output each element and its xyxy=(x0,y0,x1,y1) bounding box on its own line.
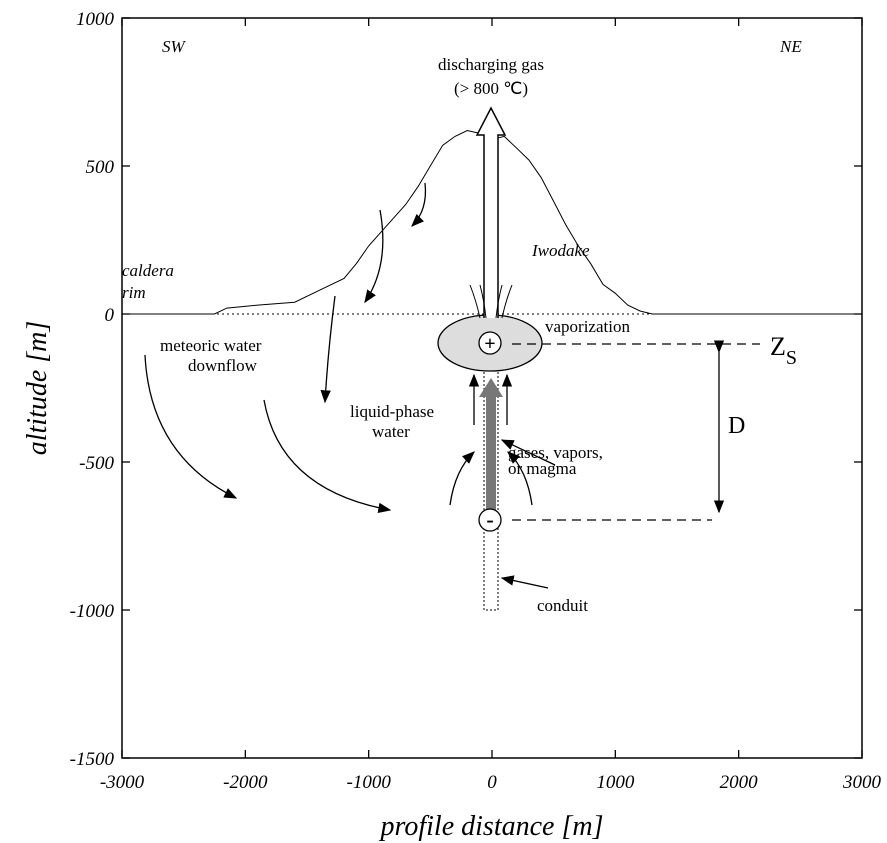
y-axis-label: altitude [m] xyxy=(22,321,53,456)
label: liquid-phase xyxy=(350,402,434,421)
label: - xyxy=(486,507,493,532)
x-tick-label: 1000 xyxy=(596,772,635,793)
label: or magma xyxy=(508,459,577,478)
label: gases, vapors, xyxy=(508,443,603,462)
x-tick-label: -1000 xyxy=(347,772,392,793)
label: NE xyxy=(779,37,802,56)
label: vaporization xyxy=(545,317,630,336)
y-tick-label: 500 xyxy=(86,157,115,178)
x-tick-label: -2000 xyxy=(223,772,268,793)
label: meteoric water xyxy=(160,336,262,355)
label: discharging gas xyxy=(438,55,544,74)
x-tick-label: 0 xyxy=(487,772,497,793)
y-tick-label: -1000 xyxy=(70,601,115,622)
label: rim xyxy=(122,283,146,302)
x-tick-label: 2000 xyxy=(720,772,759,793)
label: water xyxy=(372,422,410,441)
label: Z xyxy=(770,332,786,361)
label: (> 800 ℃) xyxy=(454,79,528,98)
label: SW xyxy=(162,37,187,56)
label: S xyxy=(786,347,797,369)
y-tick-label: -500 xyxy=(79,453,114,474)
x-axis-label: profile distance [m] xyxy=(379,811,604,842)
label: + xyxy=(484,333,495,355)
label: Iwodake xyxy=(531,241,590,260)
x-tick-label: -3000 xyxy=(100,772,145,793)
topography-line xyxy=(122,129,862,315)
annotations: SW NE discharging gas (> 800 ℃) Iwodake … xyxy=(22,37,802,842)
label: conduit xyxy=(537,596,588,615)
diagram xyxy=(144,106,760,611)
label: downflow xyxy=(188,356,258,375)
label: caldera xyxy=(122,261,174,280)
label: D xyxy=(728,413,745,439)
y-tick-label: 0 xyxy=(105,305,115,326)
label: ZS xyxy=(770,332,797,369)
y-tick-label: -1500 xyxy=(70,749,115,770)
y-tick-label: 1000 xyxy=(76,9,115,30)
plot-area: -3000 -2000 -1000 0 1000 2000 3000 1000 500 0 -500… xyxy=(70,9,882,793)
x-tick-label: 3000 xyxy=(842,772,882,793)
